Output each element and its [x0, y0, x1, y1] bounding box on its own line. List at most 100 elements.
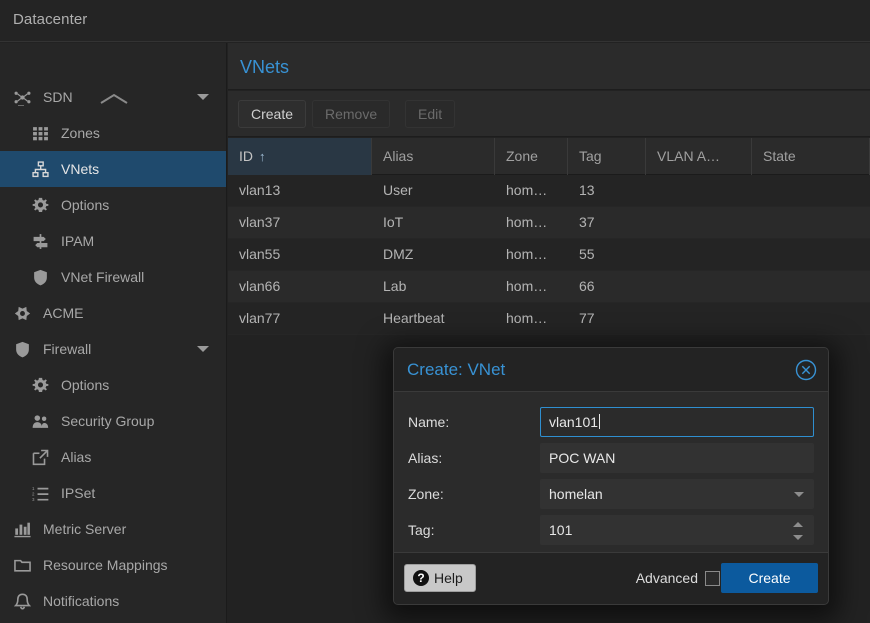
users-icon [29, 410, 51, 432]
column-header-vlan-a[interactable]: VLAN A… [646, 138, 752, 175]
sidebar-item-label: VNets [61, 161, 100, 177]
edit-button[interactable]: Edit [405, 100, 456, 128]
sidebar-item-options[interactable]: Options [0, 187, 226, 223]
cell-tag: 37 [579, 214, 595, 230]
dialog-titlebar[interactable]: Create: VNet [394, 348, 828, 392]
page-title: VNets [240, 57, 290, 77]
alias-input-value: POC WAN [549, 450, 616, 466]
name-input-value: vlan101 [549, 414, 599, 430]
column-header-alias[interactable]: Alias [372, 138, 495, 175]
name-label: Name: [408, 414, 450, 430]
signpost-icon [33, 233, 47, 249]
tree-stub-line [18, 105, 24, 106]
sidebar-item-label: Metric Server [43, 521, 127, 537]
shield-icon [15, 341, 29, 357]
sidebar-item-label: Firewall [43, 341, 92, 357]
cell-vlan-aware [646, 271, 752, 302]
bell-icon [11, 590, 33, 612]
alias-label: Alias: [408, 450, 443, 466]
help-button[interactable]: ? Help [404, 564, 476, 592]
sidebar-item-metric-server[interactable]: Metric Server [0, 511, 226, 547]
users-icon [32, 414, 48, 428]
chevron-down-icon[interactable] [794, 492, 804, 497]
chevron-down-icon[interactable] [197, 346, 209, 352]
cell-state [752, 239, 870, 270]
table-row[interactable]: vlan77 Heartbeat hom… 77 [228, 303, 870, 335]
create-button[interactable]: Create [238, 100, 307, 128]
sidebar-item-resource-mappings[interactable]: Resource Mappings [0, 547, 226, 583]
table-row[interactable]: vlan66 Lab hom… 66 [228, 271, 870, 303]
tag-stepper-value: 101 [549, 522, 573, 538]
chevron-down-icon[interactable] [197, 94, 209, 100]
sidebar-item-ipset[interactable]: 1 2 3 IPSet [0, 475, 226, 511]
column-header-state[interactable]: State [752, 138, 870, 175]
spinner-down-icon[interactable] [793, 535, 803, 540]
spinner-arrows-icon[interactable] [793, 521, 804, 541]
sidebar-item-security-group[interactable]: Security Group [0, 403, 226, 439]
field-row-zone: Zone: homelan [408, 476, 814, 512]
gear-icon [29, 374, 51, 396]
field-row-name: Name: vlan101 [408, 404, 814, 440]
column-header-id[interactable]: ID ↑ [228, 138, 372, 175]
table-row[interactable]: vlan55 DMZ hom… 55 [228, 239, 870, 271]
cell-zone: hom… [506, 246, 548, 262]
cell-state [752, 175, 870, 206]
sidebar-item-zones[interactable]: Zones [0, 115, 226, 151]
sidebar-item-label: ACME [43, 305, 84, 321]
tag-stepper[interactable]: 101 [540, 515, 814, 545]
cell-tag: 66 [579, 278, 595, 294]
sidebar-item-label: Zones [61, 125, 100, 141]
cell-id: vlan37 [239, 214, 281, 230]
remove-button[interactable]: Remove [312, 100, 391, 128]
field-row-tag: Tag: 101 [408, 512, 814, 548]
cell-alias: Heartbeat [383, 310, 445, 326]
sidebar-item-alias[interactable]: Alias [0, 439, 226, 475]
alias-input[interactable]: POC WAN [540, 443, 814, 473]
cell-zone: hom… [506, 278, 548, 294]
table-row[interactable]: vlan13 User hom… 13 [228, 175, 870, 207]
sort-ascending-icon: ↑ [259, 149, 266, 164]
certificate-icon [14, 306, 30, 320]
svg-text:1: 1 [32, 485, 35, 490]
column-header-zone[interactable]: Zone [495, 138, 568, 175]
sidebar-item-label: VNet Firewall [61, 269, 145, 285]
zone-select[interactable]: homelan [540, 479, 814, 509]
advanced-checkbox[interactable] [705, 571, 720, 586]
sidebar-item-firewall[interactable]: Firewall [0, 331, 226, 367]
column-header-label: VLAN A… [657, 148, 721, 164]
sidebar-item-label: Options [61, 377, 110, 393]
grid-toolbar: Create Remove Edit [228, 91, 870, 137]
sidebar-item-sdn[interactable]: SDN [0, 79, 226, 115]
close-icon[interactable] [795, 359, 817, 381]
cell-alias: Lab [383, 278, 407, 294]
sdn-nodes-icon [11, 86, 33, 108]
sidebar-item-vnets[interactable]: VNets [0, 151, 226, 187]
folder-icon [13, 559, 31, 572]
datacenter-title: Datacenter [13, 11, 88, 28]
column-header-label: Zone [506, 148, 538, 164]
column-header-tag[interactable]: Tag [568, 138, 646, 175]
sidebar-item-options[interactable]: Options [0, 367, 226, 403]
name-input[interactable]: vlan101 [540, 407, 814, 437]
cell-state [752, 271, 870, 302]
sidebar-item-acme[interactable]: ACME [0, 295, 226, 331]
cell-vlan-aware [646, 239, 752, 270]
table-row[interactable]: vlan37 IoT hom… 37 [228, 207, 870, 239]
spinner-up-icon[interactable] [793, 522, 803, 527]
gear-icon [32, 197, 48, 212]
sidebar-item-ipam[interactable]: IPAM [0, 223, 226, 259]
scroll-up-chevron-icon[interactable] [0, 88, 226, 110]
tag-label: Tag: [408, 522, 435, 538]
cell-id: vlan55 [239, 246, 281, 262]
advanced-label: Advanced [635, 570, 698, 586]
cell-zone: hom… [506, 310, 548, 326]
cell-id: vlan66 [239, 278, 281, 294]
dialog-create-button[interactable]: Create [721, 563, 818, 593]
sidebar-item-notifications[interactable]: Notifications [0, 583, 226, 619]
sidebar-item-vnet-firewall[interactable]: VNet Firewall [0, 259, 226, 295]
cell-zone: hom… [506, 214, 548, 230]
sidebar: SDN Zones VNets Options IPAM VNet Firewall ACM… [0, 43, 227, 623]
grid-header-row: ID ↑ Alias Zone Tag VLAN A… State [228, 138, 870, 175]
